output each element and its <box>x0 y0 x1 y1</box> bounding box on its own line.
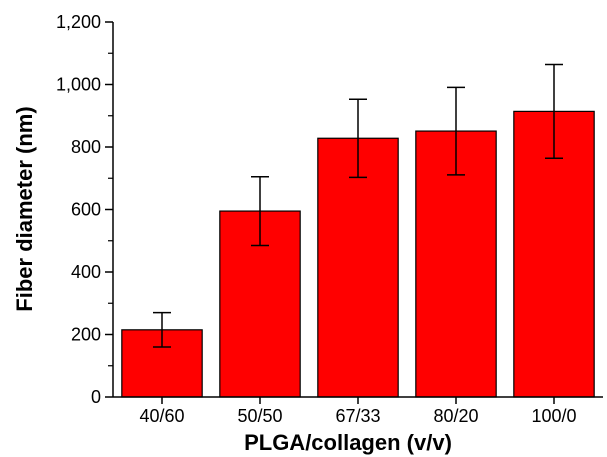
y-tick-label: 800 <box>71 137 101 157</box>
error-bars-group <box>153 63 563 348</box>
y-tick-label: 1,200 <box>56 12 101 32</box>
y-axis-title: Fiber diameter (nm) <box>12 106 37 311</box>
error-bar-100-0 <box>545 63 563 159</box>
y-tick-label: 1,000 <box>56 75 101 95</box>
error-bar-80-20 <box>447 86 465 176</box>
y-tick-label: 0 <box>91 387 101 407</box>
y-tick-label: 600 <box>71 200 101 220</box>
x-tick-label: 67/33 <box>335 406 380 426</box>
x-tick-label: 50/50 <box>237 406 282 426</box>
error-bar-67-33 <box>349 98 367 179</box>
y-tick-label: 200 <box>71 325 101 345</box>
axes-group <box>105 21 603 404</box>
error-bar-40-60 <box>153 311 171 348</box>
x-tick-label: 40/60 <box>139 406 184 426</box>
x-tick-label: 100/0 <box>531 406 576 426</box>
x-tick-label: 80/20 <box>433 406 478 426</box>
x-axis-title: PLGA/collagen (v/v) <box>244 430 452 455</box>
error-bar-50-50 <box>251 175 269 247</box>
tick-labels-group: 40/60 50/50 67/33 80/20 100/0 0 200 400 600 800 1,… <box>56 12 577 426</box>
y-tick-label: 400 <box>71 262 101 282</box>
